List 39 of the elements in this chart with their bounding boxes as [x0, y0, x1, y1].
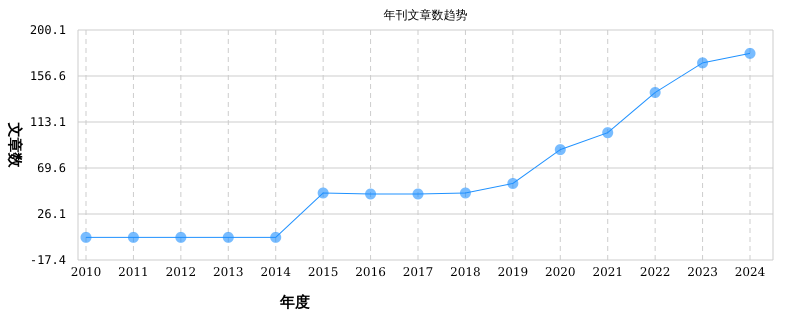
point: [507, 178, 518, 189]
x-tick-label: 2021: [592, 265, 623, 279]
chart-title: 年刊文章数趋势: [384, 8, 468, 22]
x-tick-label: 2013: [213, 265, 244, 279]
x-tick-label: 2017: [402, 265, 434, 279]
y-tick-label: -17.4: [30, 253, 66, 267]
point: [270, 232, 282, 243]
x-tick-label: 2022: [640, 265, 670, 279]
y-tick-label: 200.1: [30, 23, 66, 37]
point: [412, 188, 424, 200]
y-tick-label: 113.1: [30, 115, 66, 129]
point: [460, 187, 471, 198]
y-tick-label: 156.6: [30, 69, 66, 83]
x-tick-label: 2016: [355, 265, 386, 279]
x-tick-label: 2018: [450, 265, 481, 279]
y-axis-title: 文章数: [6, 122, 24, 168]
x-tick-label: 2020: [545, 265, 576, 279]
point: [365, 188, 376, 200]
point: [222, 232, 234, 243]
x-tick-label: 2014: [260, 265, 292, 279]
x-tick-label: 2015: [308, 265, 338, 279]
y-tick-label: 26.1: [37, 207, 66, 221]
x-tick-label: 2011: [118, 265, 149, 279]
x-tick-label: 2024: [734, 265, 766, 279]
point: [602, 127, 614, 138]
point: [744, 48, 756, 59]
point: [697, 57, 708, 68]
point: [318, 187, 329, 198]
y-tick-label: 69.6: [37, 161, 66, 175]
x-tick-label: 2012: [166, 265, 196, 279]
point: [650, 86, 661, 98]
point: [128, 232, 139, 243]
point: [80, 232, 92, 243]
x-tick-label: 2010: [70, 265, 102, 279]
x-tick-label: 2019: [498, 265, 528, 279]
point: [554, 144, 566, 156]
point: [175, 232, 186, 243]
x-tick-label: 2023: [687, 265, 718, 279]
x-axis-title: 年度: [279, 293, 310, 311]
